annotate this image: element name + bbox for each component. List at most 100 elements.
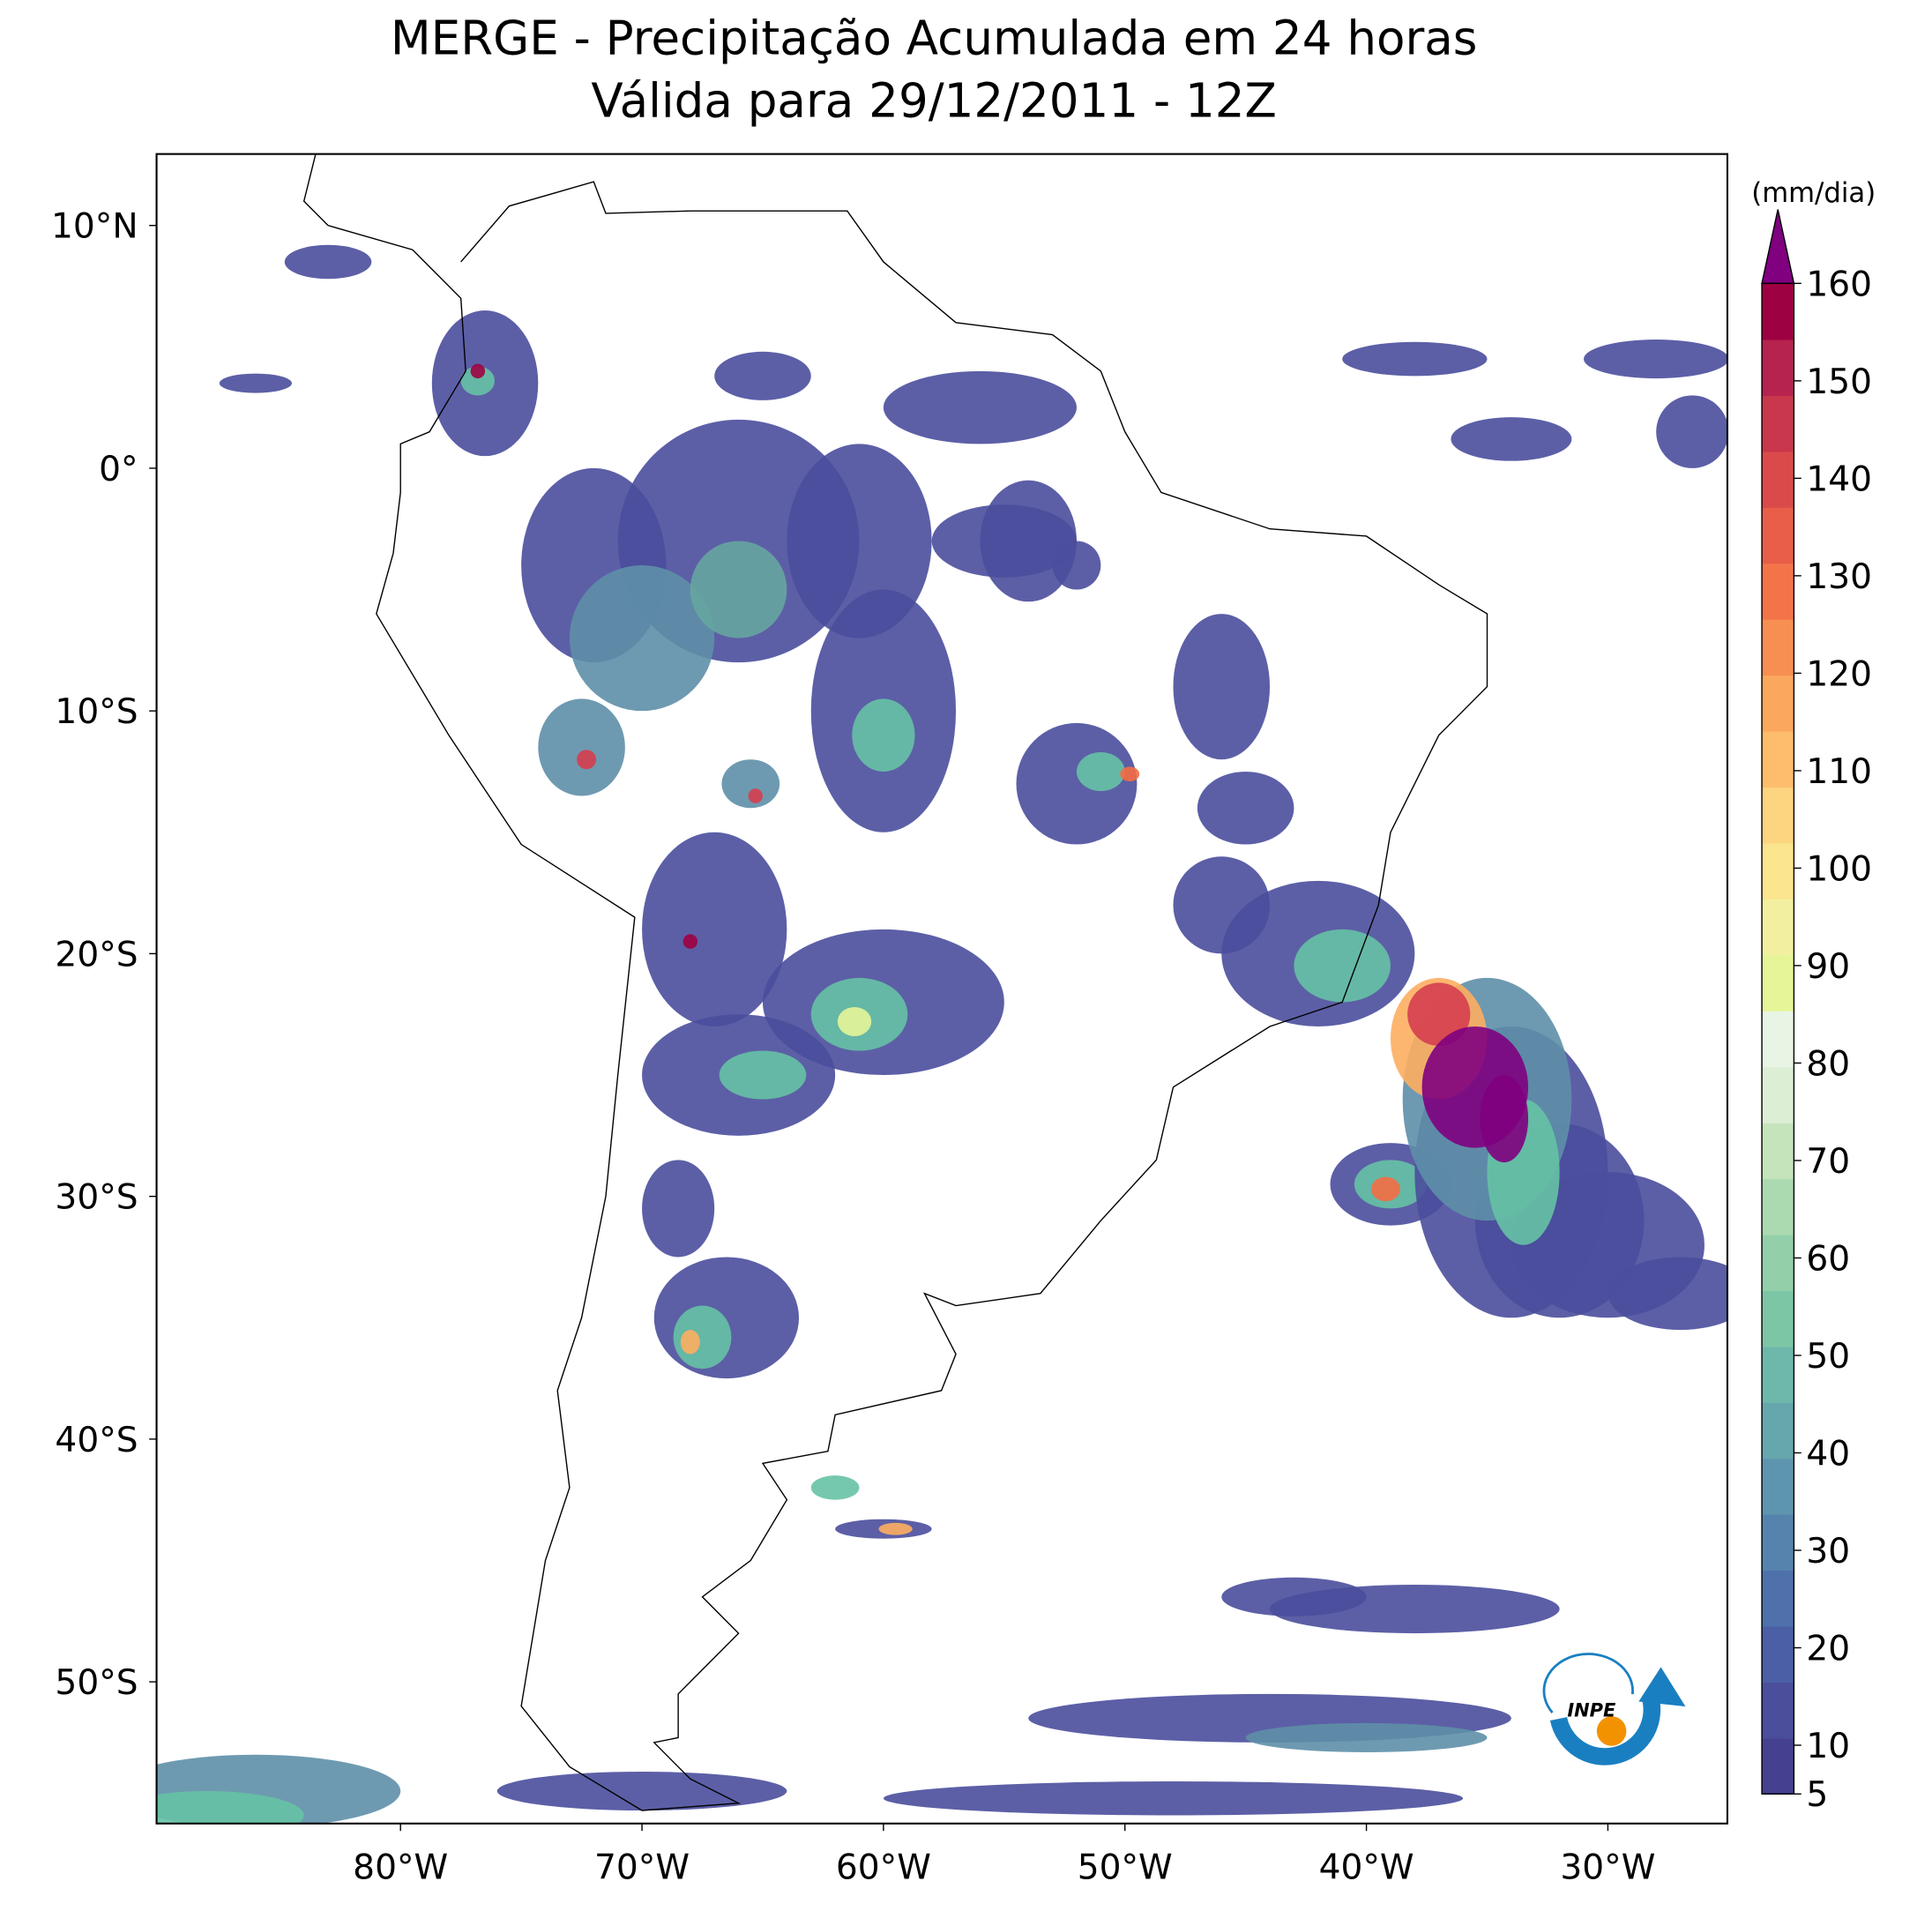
precip-area	[690, 541, 787, 638]
y-tick-label: 0°	[99, 450, 138, 489]
logo-orbit	[1542, 1653, 1634, 1713]
precip-area	[538, 698, 625, 796]
precip-area	[653, 1257, 800, 1379]
colorbar-tick-label: 60	[1806, 1239, 1850, 1279]
precip-area	[1608, 1257, 1727, 1331]
colorbar-segment	[1762, 675, 1794, 732]
subtitle: Válida para 29/12/2011 - 12Z	[591, 74, 1276, 129]
x-tick-label: 80°W	[353, 1848, 448, 1888]
colorbar-tick-label: 120	[1806, 654, 1872, 694]
colorbar-tick-label: 20	[1806, 1629, 1850, 1668]
colorbar-segment	[1762, 1178, 1794, 1235]
colorbar-segment	[1762, 451, 1794, 508]
colorbar-tick-label: 140	[1806, 459, 1872, 499]
colorbar-tick-label: 40	[1806, 1434, 1850, 1474]
precip-area	[719, 1050, 807, 1100]
colorbar-extend	[1761, 209, 1795, 285]
precip-area	[721, 759, 780, 809]
colorbar-segment	[1762, 1066, 1794, 1123]
precip-area	[683, 934, 698, 949]
y-tick-label: 30°S	[55, 1178, 138, 1218]
x-tick-label: 30°W	[1560, 1848, 1655, 1888]
map-frame	[155, 153, 1728, 1825]
colorbar-segment	[1762, 618, 1794, 676]
x-tick-label: 40°W	[1319, 1848, 1414, 1888]
colorbar-tick-label: 100	[1806, 849, 1872, 889]
logo-arrow	[1638, 1667, 1686, 1707]
colorbar-segment	[1762, 1234, 1794, 1291]
colorbar-segment	[1762, 730, 1794, 788]
precip-area	[748, 788, 763, 803]
colorbar-tick-label: 80	[1806, 1044, 1850, 1084]
precip-area	[1076, 751, 1125, 791]
colorbar-segment	[1762, 1290, 1794, 1347]
precip-area	[852, 698, 915, 772]
precip-area	[156, 1790, 304, 1824]
precip-area	[883, 370, 1077, 444]
logo-arc	[1549, 1698, 1661, 1765]
inpe-logo: INPE	[1542, 1653, 1686, 1765]
x-tick-label: 70°W	[594, 1848, 690, 1888]
precip-area	[470, 363, 486, 379]
precip-area	[1371, 1176, 1400, 1202]
axes: 80°W 70°W 60°W 50°W 40°W 30°W 10°N 0° 10°S 20°S 30…	[51, 207, 1655, 1888]
colorbar-frame	[1761, 282, 1795, 1795]
precip-area	[1173, 614, 1271, 760]
precip-area	[883, 1780, 1464, 1816]
colorbar-segment	[1762, 339, 1794, 396]
colorbar-tick-label: 160	[1806, 265, 1872, 304]
precip-area	[931, 504, 1077, 578]
y-tick-label: 50°S	[55, 1663, 138, 1703]
y-tick-label: 10°N	[51, 207, 138, 247]
colorbar-segment	[1762, 1346, 1794, 1403]
precip-area	[642, 1160, 715, 1258]
precip-area	[837, 1006, 872, 1036]
precip-area	[1245, 1722, 1488, 1752]
colorbar-tick-label: 5	[1806, 1775, 1828, 1815]
colorbar-segment	[1762, 842, 1794, 900]
colorbar-segment	[1762, 1625, 1794, 1683]
colorbar-tick-label: 90	[1806, 947, 1850, 987]
colorbar-segment	[1762, 899, 1794, 956]
colorbar-tick-label: 130	[1806, 557, 1872, 597]
colorbar-segment	[1762, 1514, 1794, 1571]
colorbar-segment	[1762, 787, 1794, 844]
colorbar-segment	[1762, 1737, 1794, 1795]
precip-area	[496, 1771, 787, 1811]
x-tick-label: 60°W	[836, 1848, 931, 1888]
precip-area	[810, 1475, 860, 1500]
precip-area	[1270, 1585, 1560, 1634]
precip-area	[1120, 766, 1140, 781]
colorbar-segment	[1762, 563, 1794, 620]
precip-area	[569, 565, 715, 712]
precip-area	[1584, 340, 1727, 379]
precip-area	[680, 1330, 700, 1355]
coastline	[302, 153, 1488, 1811]
precip-area	[714, 351, 811, 400]
logo-text: INPE	[1567, 1699, 1616, 1721]
precip-area	[878, 1522, 913, 1535]
precip-area	[1197, 771, 1294, 845]
colorbar-segment	[1762, 507, 1794, 564]
colorbar-segment	[1762, 1682, 1794, 1739]
precip-area	[1451, 417, 1572, 461]
precip-area	[577, 750, 597, 770]
colorbar-segment	[1762, 1122, 1794, 1180]
precip-area	[642, 832, 787, 1026]
colorbar-segment	[1762, 1570, 1794, 1627]
y-tick-label: 20°S	[55, 935, 138, 974]
precip-area	[460, 366, 496, 396]
colorbar-segment	[1762, 1011, 1794, 1068]
logo-dot	[1596, 1716, 1627, 1746]
x-tick-label: 50°W	[1078, 1848, 1173, 1888]
colorbar-tick-label: 70	[1806, 1142, 1850, 1182]
precip-area	[787, 444, 932, 638]
precip-area	[1173, 856, 1271, 954]
colorbar-tick-label: 110	[1806, 752, 1872, 792]
colorbar-tick-label: 10	[1806, 1727, 1850, 1766]
precip-area	[219, 373, 292, 393]
precip-area	[1480, 1075, 1529, 1163]
colorbar-segment	[1762, 1402, 1794, 1459]
